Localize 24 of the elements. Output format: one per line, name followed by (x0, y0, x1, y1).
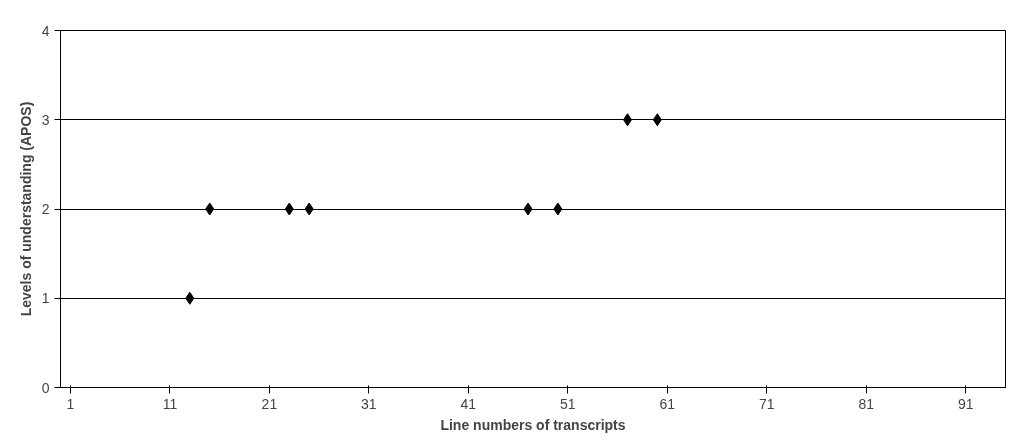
x-tick-label: 21 (261, 395, 278, 412)
y-axis-title: Levels of understanding (APOS) (17, 101, 34, 317)
point (553, 202, 563, 216)
x-tick-label: 1 (66, 395, 75, 412)
x-tick-label: 11 (162, 395, 178, 412)
x-tick-label: 81 (858, 395, 875, 412)
x-tick-label: 51 (560, 395, 576, 412)
x-tick-label: 41 (460, 395, 477, 412)
y-tick-label: 3 (41, 111, 50, 128)
point (304, 202, 314, 216)
y-tick-label: 4 (41, 22, 50, 39)
y-tick-label: 0 (41, 379, 50, 396)
x-tick-label: 91 (957, 395, 974, 412)
y-tick-label: 1 (41, 290, 50, 307)
x-tick-label: 31 (361, 395, 377, 412)
point (523, 202, 533, 216)
y-tick-label: 2 (41, 201, 50, 217)
point (652, 113, 662, 127)
x-tick-label: 61 (659, 395, 676, 412)
x-axis-title: Line numbers of transcripts (440, 416, 626, 433)
x-tick-label: 71 (758, 395, 775, 412)
point (205, 202, 215, 216)
point (185, 291, 195, 305)
point (284, 202, 294, 216)
